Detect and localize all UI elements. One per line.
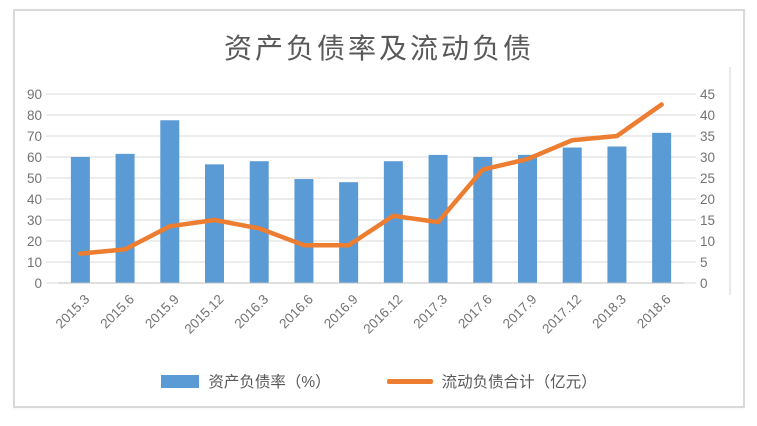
bar-2015.3 (70, 157, 90, 283)
y-axis-label-left: 0 (34, 276, 42, 291)
x-axis-label: 2018.3 (589, 292, 629, 332)
bar-2018.3 (607, 146, 627, 283)
y-axis-label-left: 80 (27, 108, 42, 123)
chart-legend: 资产负债率（%） 流动负债合计（亿元） (15, 365, 743, 397)
bar-2016.9 (339, 182, 359, 283)
bar-2015.9 (160, 120, 180, 283)
y-axis-label-right: 45 (700, 87, 715, 102)
y-axis-label-left: 90 (27, 87, 42, 102)
x-axis-label: 2015.6 (97, 292, 137, 332)
y-axis-label-right: 5 (700, 255, 708, 270)
bar-2017.12 (562, 147, 582, 283)
y-axis-label-right: 40 (700, 108, 715, 123)
y-axis-label-right: 30 (700, 150, 715, 165)
y-axis-label-right: 20 (700, 192, 715, 207)
y-axis-label-left: 20 (27, 234, 42, 249)
y-axis-label-right: 25 (700, 171, 715, 186)
y-axis-label-right: 10 (700, 234, 715, 249)
y-axis-label-left: 10 (27, 255, 42, 270)
chart-container: 资产负债率及流动负债 0 10 20 30 40 50 60 70 80 90 0 5 10 15 20 25… (13, 9, 745, 408)
bar-2016.3 (249, 161, 269, 283)
x-axis-label: 2016.3 (232, 292, 272, 332)
y-axis-label-right: 0 (700, 276, 708, 291)
bar-2018.6 (652, 132, 672, 283)
legend-item-line-series: 流动负债合计（亿元） (386, 370, 597, 392)
x-axis-label: 2017.6 (455, 292, 495, 332)
y-axis-label-right: 15 (700, 213, 715, 228)
y-axis-label-left: 40 (27, 192, 42, 207)
bar-2017.9 (518, 154, 537, 283)
x-axis-label: 2015.9 (142, 292, 182, 332)
legend-item-bar-series: 资产负债率（%） (161, 370, 331, 392)
y-axis-label-left: 50 (27, 171, 42, 186)
x-axis-label: 2018.6 (634, 292, 674, 332)
legend-bar-label: 资产负债率（%） (208, 374, 331, 391)
bar-2017.6 (473, 157, 493, 283)
bar-2015.12 (205, 164, 224, 283)
y-axis-label-left: 30 (27, 213, 42, 228)
chart-plot: 0 10 20 30 40 50 60 70 80 90 0 5 10 15 20 25 30 35 40 45 201… (27, 67, 731, 337)
y-axis-label-right: 35 (700, 129, 715, 144)
x-axis-label: 2017.3 (410, 292, 450, 332)
bar-2016.12 (383, 161, 403, 283)
legend-bar-swatch-icon (161, 374, 200, 388)
y-axis-label-left: 70 (27, 129, 42, 144)
x-axis-label: 2015.3 (53, 292, 93, 332)
x-axis-label: 2016.6 (276, 292, 316, 332)
x-axis-label: 2016.12 (360, 292, 405, 337)
x-axis-label: 2015.12 (181, 292, 226, 337)
bar-2016.6 (294, 179, 314, 283)
x-axis-label: 2016.9 (321, 292, 361, 332)
y-axis-label-left: 60 (27, 150, 42, 165)
x-axis-label: 2017.9 (500, 292, 540, 332)
current-liabilities-line (78, 102, 664, 256)
bar-2015.6 (115, 153, 135, 283)
legend-line-swatch-icon (386, 378, 433, 384)
x-axis-label: 2017.12 (539, 292, 584, 337)
legend-line-label: 流动负债合计（亿元） (441, 374, 597, 391)
chart-title: 资产负债率及流动负债 (223, 33, 534, 64)
